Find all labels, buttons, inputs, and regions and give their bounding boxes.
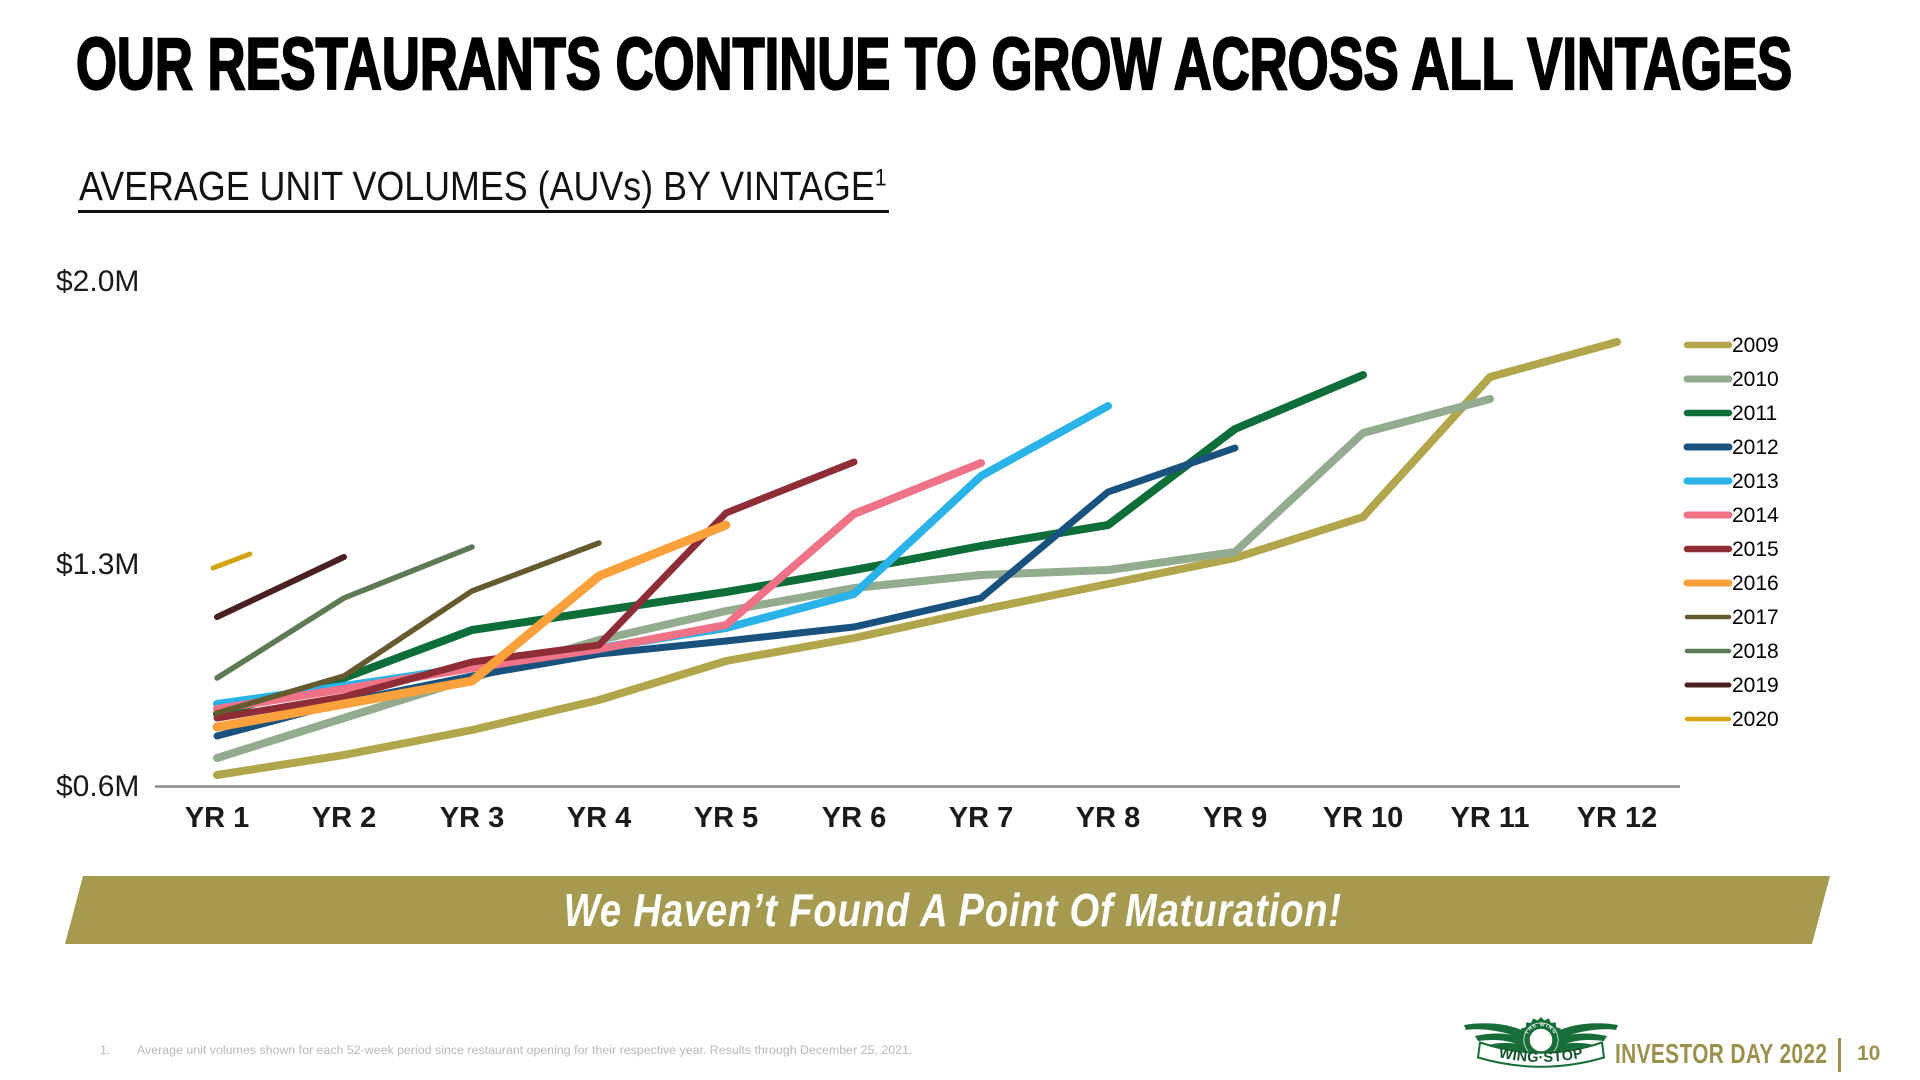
svg-text:$2.0M: $2.0M bbox=[56, 265, 139, 298]
svg-text:2017: 2017 bbox=[1732, 606, 1779, 629]
svg-text:YR 2: YR 2 bbox=[312, 802, 376, 834]
svg-text:2012: 2012 bbox=[1732, 436, 1779, 459]
svg-text:YR 3: YR 3 bbox=[440, 802, 504, 834]
svg-text:2020: 2020 bbox=[1732, 708, 1779, 731]
svg-text:YR 10: YR 10 bbox=[1323, 802, 1404, 834]
svg-text:2011: 2011 bbox=[1732, 402, 1777, 425]
svg-text:2018: 2018 bbox=[1732, 640, 1779, 663]
svg-text:2019: 2019 bbox=[1732, 674, 1779, 697]
svg-text:WING·STOP: WING·STOP bbox=[1497, 1045, 1584, 1066]
svg-text:YR 4: YR 4 bbox=[567, 802, 631, 834]
svg-text:$0.6M: $0.6M bbox=[56, 770, 139, 803]
svg-text:YR 5: YR 5 bbox=[694, 802, 758, 834]
svg-text:YR 1: YR 1 bbox=[185, 802, 249, 834]
svg-text:YR 9: YR 9 bbox=[1203, 802, 1267, 834]
svg-text:YR 6: YR 6 bbox=[822, 802, 886, 834]
svg-text:YR 11: YR 11 bbox=[1451, 802, 1530, 834]
svg-text:2009: 2009 bbox=[1732, 334, 1779, 357]
svg-text:2014: 2014 bbox=[1732, 504, 1779, 527]
svg-text:2013: 2013 bbox=[1732, 470, 1779, 493]
svg-text:YR 7: YR 7 bbox=[949, 802, 1013, 834]
svg-text:YR 8: YR 8 bbox=[1076, 802, 1140, 834]
svg-text:2015: 2015 bbox=[1732, 538, 1779, 561]
svg-text:$1.3M: $1.3M bbox=[56, 548, 139, 581]
svg-text:2010: 2010 bbox=[1732, 368, 1779, 391]
svg-text:2016: 2016 bbox=[1732, 572, 1779, 595]
svg-text:YR 12: YR 12 bbox=[1577, 802, 1658, 834]
